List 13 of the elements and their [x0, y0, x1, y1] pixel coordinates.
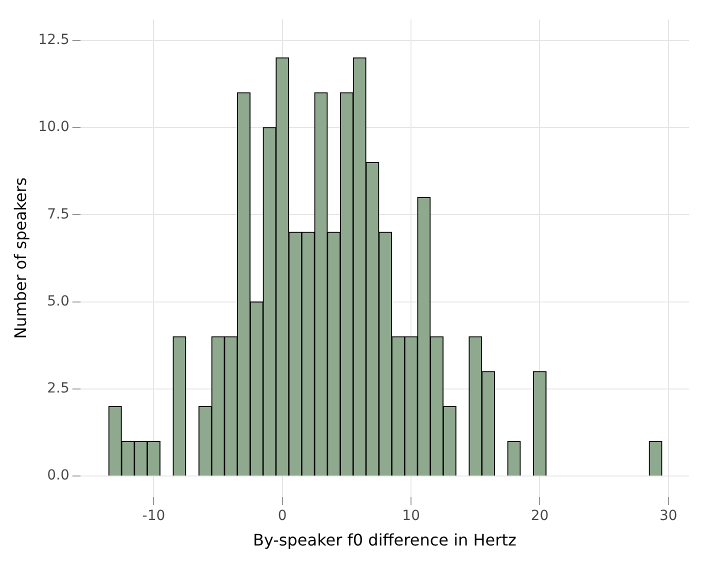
- y-tick-label: 10.0: [38, 119, 70, 136]
- x-tick-label: 10: [402, 508, 420, 524]
- x-tick-label: 30: [660, 508, 678, 524]
- y-axis-title: Number of speakers: [10, 177, 30, 339]
- x-axis-title: By-speaker f0 difference in Hertz: [252, 530, 516, 550]
- x-tick-label: 0: [278, 508, 287, 524]
- x-tick-label: 20: [530, 508, 549, 524]
- x-tick-label: -10: [142, 508, 166, 524]
- y-tick-label: 2.5: [47, 380, 70, 397]
- y-tick-label: 5.0: [47, 293, 70, 310]
- y-tick-label: 0.0: [47, 468, 70, 484]
- y-tick-label: 12.5: [38, 32, 70, 48]
- y-tick-label: 7.5: [47, 206, 70, 222]
